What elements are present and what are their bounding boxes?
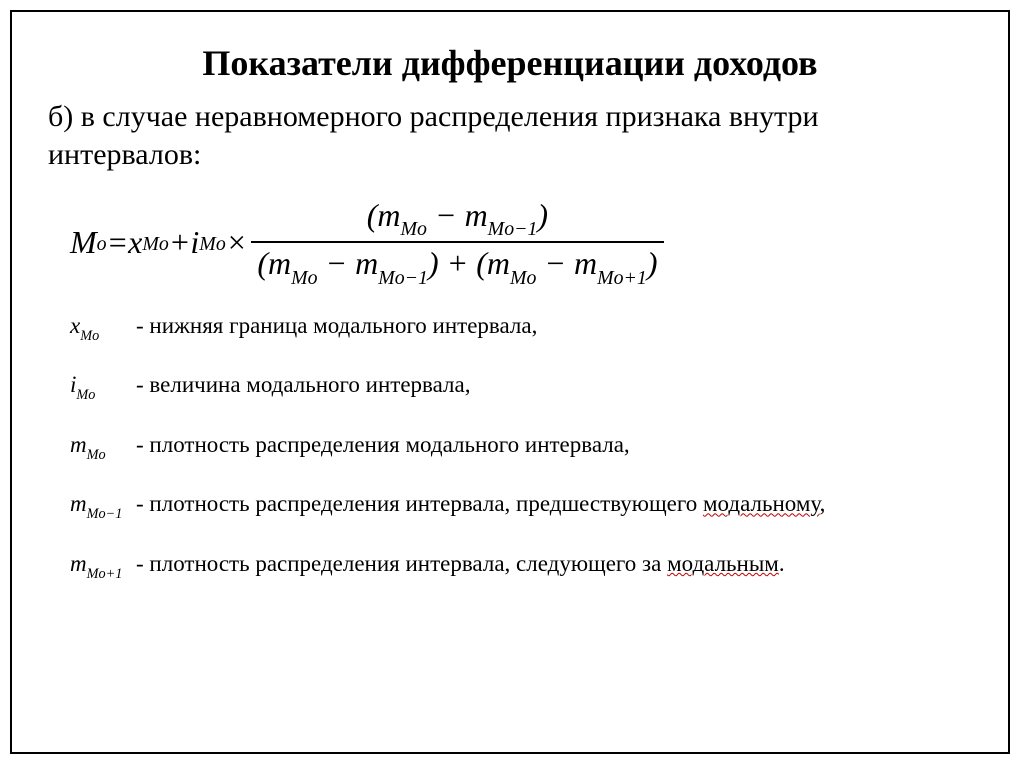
legend-sym-x: xMo: [70, 310, 136, 346]
legend-item-m-plus: mMo+1 - плотность распределения интервал…: [70, 548, 978, 584]
legend-m-base: m: [70, 432, 87, 457]
den-m4-sub: Mo+1: [597, 267, 647, 289]
sym-times: ×: [226, 224, 248, 261]
legend-text-x: - нижняя граница модального интервала,: [136, 310, 537, 342]
sym-x-sub: Mo: [142, 233, 168, 256]
slide-subtitle: б) в случае неравномерного распределения…: [42, 98, 978, 173]
legend-mp-wavy: модальным: [667, 551, 779, 576]
fraction-numerator: (mMo − mMo−1): [361, 197, 554, 239]
den-m2: m: [355, 245, 378, 281]
legend-block: xMo - нижняя граница модального интервал…: [42, 306, 978, 584]
sym-M: M: [70, 224, 97, 261]
subtitle-prefix: б): [48, 100, 81, 133]
legend-mm-sub: Mo−1: [87, 506, 123, 522]
den-minus2: −: [536, 245, 574, 281]
slide-title: Показатели дифференциации доходов: [42, 42, 978, 84]
legend-sym-i: iMo: [70, 369, 136, 405]
legend-x-base: x: [70, 313, 80, 338]
sym-eq: =: [107, 224, 129, 261]
legend-mm-pre: - плотность распределения интервала, пре…: [136, 491, 703, 516]
den-lp2: (: [476, 245, 487, 281]
legend-sym-m-plus: mMo+1: [70, 548, 136, 584]
legend-mp-pre: - плотность распределения интервала, сле…: [136, 551, 667, 576]
sym-plus: +: [169, 224, 191, 261]
den-m1: m: [268, 245, 291, 281]
den-m4: m: [574, 245, 597, 281]
den-minus1: −: [318, 245, 356, 281]
den-m2-sub: Mo−1: [378, 267, 428, 289]
den-rp1: ): [428, 245, 439, 281]
slide-frame: Показатели дифференциации доходов б) в с…: [10, 10, 1010, 754]
num-lp: (: [367, 197, 378, 233]
legend-item-i: iMo - величина модального интервала,: [70, 369, 978, 405]
den-plus: +: [439, 245, 477, 281]
mode-formula: Mo = xMo + iMo × (mMo − mMo−1) (mMo − mM…: [42, 189, 978, 306]
legend-mp-base: m: [70, 551, 87, 576]
num-m1-sub: Mo: [401, 218, 427, 240]
legend-i-sub: Mo: [76, 387, 95, 403]
legend-item-m-minus: mMo−1 - плотность распределения интервал…: [70, 488, 978, 524]
sym-M-sub: o: [97, 233, 107, 256]
subtitle-text: в случае неравномерного распределения пр…: [48, 100, 819, 171]
num-m2: m: [465, 197, 488, 233]
legend-text-m-plus: - плотность распределения интервала, сле…: [136, 548, 785, 580]
num-minus: −: [427, 197, 465, 233]
den-lp1: (: [257, 245, 268, 281]
fraction-bar: [251, 241, 663, 243]
num-m1: m: [377, 197, 400, 233]
legend-text-m: - плотность распределения модального инт…: [136, 429, 630, 461]
legend-m-sub: Mo: [87, 447, 106, 463]
sym-i: i: [190, 224, 199, 261]
legend-sym-m: mMo: [70, 429, 136, 465]
sym-i-sub: Mo: [199, 233, 225, 256]
legend-item-m: mMo - плотность распределения модального…: [70, 429, 978, 465]
den-rp2: ): [647, 245, 658, 281]
legend-sym-m-minus: mMo−1: [70, 488, 136, 524]
sym-x: x: [128, 224, 142, 261]
legend-x-sub: Mo: [80, 328, 99, 344]
legend-mm-base: m: [70, 491, 87, 516]
num-rp: ): [537, 197, 548, 233]
legend-text-i: - величина модального интервала,: [136, 369, 470, 401]
den-m3: m: [487, 245, 510, 281]
legend-mm-wavy: модальному: [703, 491, 820, 516]
legend-text-m-minus: - плотность распределения интервала, пре…: [136, 488, 825, 520]
fraction-denominator: (mMo − mMo−1) + (mMo − mMo+1): [251, 245, 663, 287]
num-m2-sub: Mo−1: [488, 218, 538, 240]
fraction: (mMo − mMo−1) (mMo − mMo−1) + (mMo − mMo…: [251, 197, 663, 288]
legend-item-x: xMo - нижняя граница модального интервал…: [70, 310, 978, 346]
legend-mp-post: .: [779, 551, 785, 576]
den-m1-sub: Mo: [291, 267, 317, 289]
den-m3-sub: Mo: [510, 267, 536, 289]
legend-mp-sub: Mo+1: [87, 566, 123, 582]
legend-mm-post: ,: [820, 491, 826, 516]
